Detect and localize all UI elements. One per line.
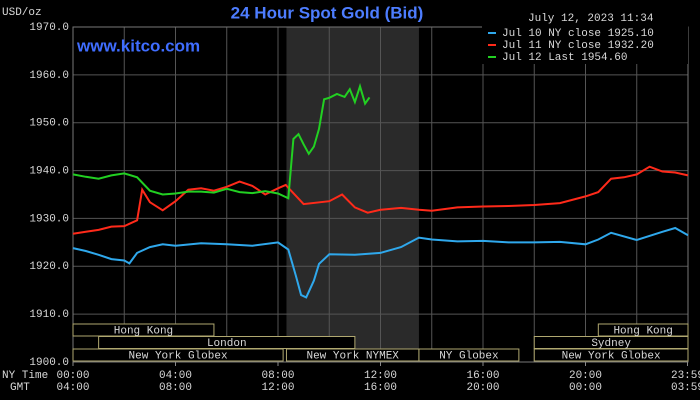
session-bar <box>533 348 689 362</box>
y-tick-label: 1970.0 <box>29 22 69 34</box>
price-line <box>72 165 689 235</box>
x-tick-label: 08:00 <box>261 370 294 382</box>
legend-entry: Jul 10 NY close 1925.10 <box>502 28 654 40</box>
x2-tick-label: 04:00 <box>56 382 89 394</box>
legend-entry: Jul 12 Last 1954.60 <box>502 52 627 64</box>
session-label: Hong Kong <box>114 325 173 337</box>
session-label: New York Globex <box>129 350 228 362</box>
price-line <box>72 82 371 200</box>
session-label: Hong Kong <box>613 325 672 337</box>
session-label: Sydney <box>591 338 631 350</box>
x-tick-label: 20:00 <box>569 370 602 382</box>
y-tick-label: 1920.0 <box>29 261 69 273</box>
x-tick-label: 04:00 <box>159 370 192 382</box>
session-label: London <box>207 338 247 350</box>
x2-axis-label: GMT <box>10 382 30 394</box>
session-label: New York Globex <box>562 350 661 362</box>
legend-box <box>482 26 688 64</box>
x2-tick-label: 16:00 <box>364 382 397 394</box>
shaded-range <box>286 27 419 362</box>
x-tick-label: 12:00 <box>364 370 397 382</box>
plot-layer <box>72 26 689 363</box>
y-tick-label: 1940.0 <box>29 165 69 177</box>
price-line <box>72 226 689 299</box>
x2-tick-label: 00:00 <box>569 382 602 394</box>
x-tick-label: 16:00 <box>466 370 499 382</box>
chart-title: 24 Hour Spot Gold (Bid) <box>231 3 424 22</box>
y-tick-label: 1950.0 <box>29 118 69 130</box>
y-tick-label: 1900.0 <box>29 357 69 369</box>
session-bar <box>418 348 520 362</box>
x-tick-label: 23:59 <box>671 370 700 382</box>
site-url: www.kitco.com <box>76 36 200 55</box>
timestamp: July 12, 2023 11:34 <box>528 13 654 25</box>
session-label: NY Globex <box>439 350 499 362</box>
legend-entry: Jul 11 NY close 1932.20 <box>502 40 654 52</box>
y-tick-label: 1930.0 <box>29 213 69 225</box>
x2-tick-label: 03:59 <box>671 382 700 394</box>
x-axis-label: NY Time <box>2 370 48 382</box>
session-label: New York NYMEX <box>306 350 399 362</box>
x2-tick-label: 20:00 <box>466 382 499 394</box>
session-bar <box>72 348 284 362</box>
x2-tick-label: 08:00 <box>159 382 192 394</box>
y-tick-label: 1960.0 <box>29 70 69 82</box>
x2-tick-label: 12:00 <box>261 382 294 394</box>
x-tick-label: 00:00 <box>56 370 89 382</box>
y-tick-label: 1910.0 <box>29 309 69 321</box>
y-axis-label: USD/oz <box>2 7 42 19</box>
